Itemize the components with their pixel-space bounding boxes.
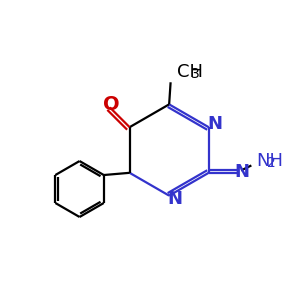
Text: 2: 2 — [267, 156, 276, 170]
Text: N: N — [208, 115, 223, 133]
Text: 3: 3 — [190, 67, 200, 81]
Text: N: N — [167, 190, 182, 208]
Text: O: O — [103, 95, 120, 114]
Text: CH: CH — [176, 63, 202, 81]
Text: N: N — [234, 163, 249, 181]
Text: NH: NH — [256, 152, 283, 170]
